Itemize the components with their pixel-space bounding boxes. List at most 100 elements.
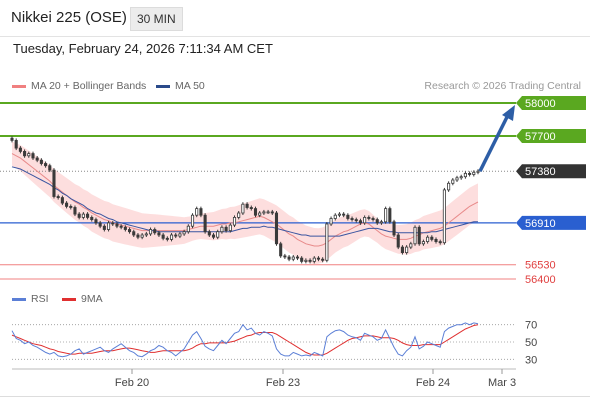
candle-body (421, 241, 425, 245)
candle-body (18, 147, 22, 152)
candle-body (308, 259, 312, 262)
candle-body (245, 203, 249, 208)
candle-body (304, 259, 308, 262)
candle-body (35, 157, 39, 161)
candle-body (270, 211, 274, 214)
timestamp: Tuesday, February 24, 2026 7:11:34 AM CE… (13, 41, 273, 56)
level-label-56530: 56530 (525, 260, 556, 272)
candle-body (379, 221, 383, 224)
candle-body (27, 153, 31, 157)
candle-body (438, 241, 442, 244)
candle-body (413, 226, 417, 245)
candle-body (90, 216, 94, 220)
credit-text: Research © 2026 Trading Central (424, 80, 581, 92)
candle-body (384, 208, 388, 223)
candle-body (274, 212, 279, 245)
candle-body (472, 171, 476, 175)
candle-body (321, 258, 325, 261)
candle-body (329, 218, 333, 225)
candle-body (283, 255, 287, 258)
candle-body (203, 214, 207, 233)
candle-body (211, 234, 216, 238)
level-label-57380: 57380 (525, 166, 556, 178)
candle-body (31, 153, 35, 159)
candle-body (199, 208, 203, 216)
candle-body (371, 218, 375, 221)
candle-body (258, 212, 262, 216)
interval-button[interactable]: 30 MIN (130, 7, 183, 31)
candle-body (451, 179, 455, 184)
candle-body (10, 137, 14, 141)
candle-body (224, 226, 228, 232)
candle-body (153, 229, 157, 234)
candle-body (417, 226, 421, 245)
level-tag-56910 (516, 215, 586, 230)
rsi-swatch (12, 297, 26, 301)
candle-body (178, 233, 182, 237)
candle-body (337, 213, 342, 216)
candle-body (312, 257, 316, 262)
candle-body (459, 176, 463, 179)
candle-body (232, 216, 237, 226)
candle-body (358, 220, 362, 224)
legend-rsi-label: RSI (31, 293, 49, 305)
projection-arrow-shaft (478, 114, 510, 172)
legend-ma20: MA 20 + Bollinger Bands (12, 80, 146, 92)
candle-body (60, 197, 64, 204)
candle-body (207, 231, 211, 236)
chart-header: Nikkei 225 (OSE) 30 MIN (0, 0, 590, 37)
candle-body (69, 205, 73, 208)
candle-body (119, 225, 123, 228)
rsi-tick-70: 70 (525, 320, 537, 332)
rsi-ma-line (11, 324, 479, 356)
candle-body (157, 232, 161, 236)
candle-body (442, 189, 446, 244)
legend-rsi-ma-label: 9MA (81, 293, 103, 305)
candle-body (400, 246, 404, 254)
legend-ma20-label: MA 20 + Bollinger Bands (31, 80, 147, 92)
x-tick-label: Feb 24 (416, 377, 450, 389)
level-tag-57380 (516, 164, 586, 179)
candle-body (73, 207, 77, 215)
candle-body (350, 218, 354, 221)
legend-ma50: MA 50 (156, 80, 205, 92)
rsi-tick-50: 50 (525, 337, 537, 349)
level-label-56400: 56400 (525, 274, 556, 286)
candle-body (195, 208, 199, 216)
candle-body (14, 139, 18, 149)
candle-body (295, 256, 300, 259)
bottom-divider (0, 396, 590, 397)
rsi-ma-swatch (62, 297, 76, 301)
rsi-line (11, 322, 479, 358)
rsi-tick-30: 30 (525, 354, 537, 366)
candle-body (48, 165, 52, 171)
candle-body (388, 208, 392, 223)
candle-body (94, 219, 98, 224)
candle-body (291, 256, 295, 260)
candle-body (468, 172, 472, 175)
ma20-swatch (12, 84, 26, 88)
candle-body (447, 182, 451, 191)
candle-body (405, 246, 409, 254)
candle-body (182, 231, 186, 235)
bollinger-band (12, 141, 478, 264)
candle-body (228, 224, 232, 232)
level-label-57700: 57700 (525, 131, 556, 143)
candle-body (23, 150, 27, 157)
candle-body (98, 222, 102, 227)
candle-body (111, 222, 115, 225)
level-tag-58000 (516, 96, 586, 110)
candle-body (44, 163, 48, 167)
candle-body (333, 214, 337, 219)
candle-body (56, 196, 60, 198)
candle-body (354, 219, 358, 222)
candle-body (367, 216, 371, 219)
candle-body (266, 211, 270, 214)
candle-body (375, 219, 379, 224)
candle-body (346, 214, 350, 219)
candle-body (52, 169, 56, 197)
candle-body (136, 234, 140, 238)
ma50-swatch (156, 84, 170, 88)
candle-body (161, 234, 165, 239)
